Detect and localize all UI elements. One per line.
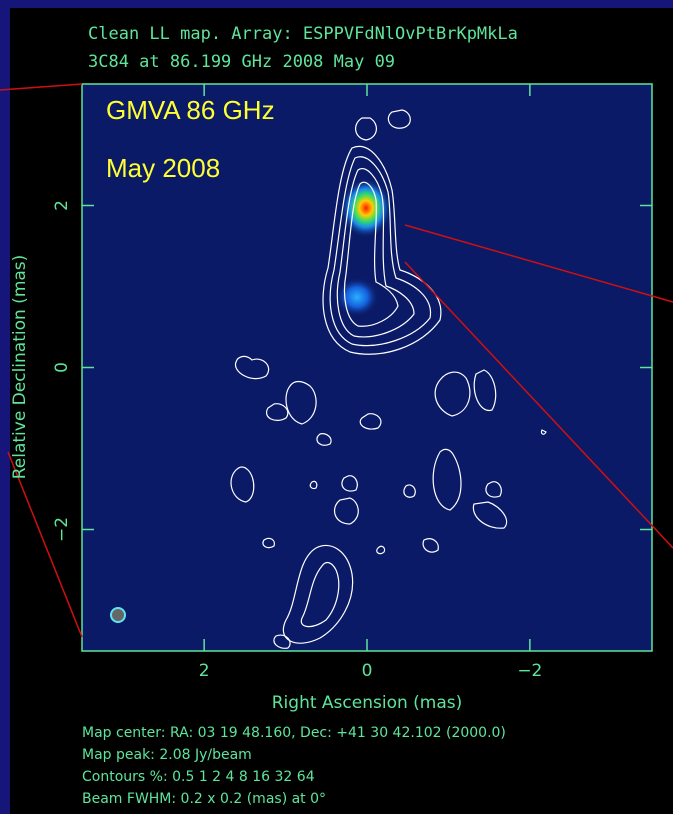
y-tick-label: 0 <box>52 362 72 373</box>
x-axis-label: Right Ascension (mas) <box>272 693 463 713</box>
frame-left <box>0 0 10 814</box>
note: Beam FWHM: 0.2 x 0.2 (mas) at 0° <box>82 791 326 807</box>
note: Map center: RA: 03 19 48.160, Dec: +41 3… <box>82 725 506 741</box>
chart-title: Clean LL map. Array: ESPPVFdNlOvPtBrKpMk… <box>88 24 518 44</box>
annotation: GMVA 86 GHz <box>106 95 275 125</box>
y-axis-label: Relative Declination (mas) <box>10 255 30 480</box>
y-tick-label: 2 <box>52 200 72 211</box>
chart-subtitle: 3C84 at 86.199 GHz 2008 May 09 <box>88 52 395 72</box>
note: Map peak: 2.08 Jy/beam <box>82 747 252 763</box>
frame-top <box>0 0 673 8</box>
screen: Clean LL map. Array: ESPPVFdNlOvPtBrKpMk… <box>0 0 673 814</box>
y-tick-label: −2 <box>52 517 72 542</box>
x-tick-label: 0 <box>362 661 373 681</box>
annotation: May 2008 <box>106 153 220 183</box>
x-tick-label: −2 <box>517 661 542 681</box>
x-tick-label: 2 <box>199 661 210 681</box>
note: Contours %: 0.5 1 2 4 8 16 32 64 <box>82 769 315 785</box>
